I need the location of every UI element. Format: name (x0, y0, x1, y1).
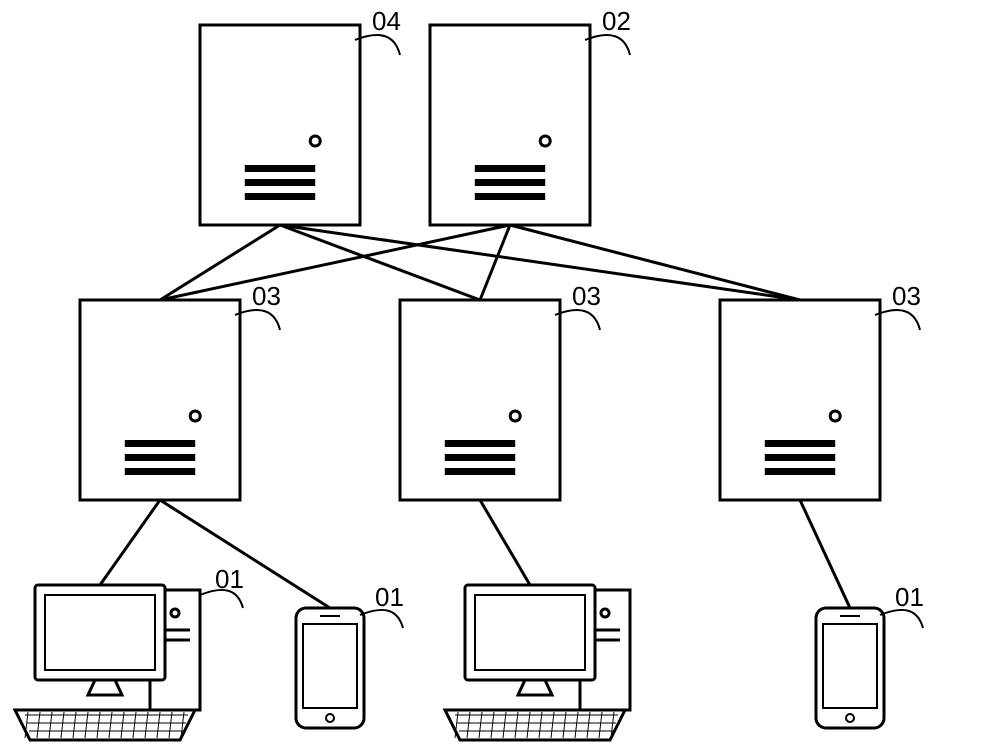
node-label: 03 (572, 281, 601, 311)
label-leader (355, 35, 400, 55)
server-04 (200, 25, 360, 225)
label-leader (360, 610, 403, 628)
label-leader (880, 610, 923, 628)
smartphone (816, 608, 884, 728)
node-label: 04 (372, 6, 401, 36)
label-leader (235, 310, 280, 330)
server-03 (80, 300, 240, 500)
server-02 (430, 25, 590, 225)
server-03 (400, 300, 560, 500)
label-leader (555, 310, 600, 330)
desktop-pc (445, 585, 630, 740)
node-label: 01 (895, 582, 924, 612)
smartphone (296, 608, 364, 728)
edges (100, 225, 850, 608)
node-label: 01 (215, 564, 244, 594)
label-leader (875, 310, 920, 330)
node-label: 02 (602, 6, 631, 36)
label-leader (585, 35, 630, 55)
server-03 (720, 300, 880, 500)
node-label: 03 (892, 281, 921, 311)
node-label: 03 (252, 281, 281, 311)
node-label: 01 (375, 582, 404, 612)
desktop-pc (15, 585, 200, 740)
